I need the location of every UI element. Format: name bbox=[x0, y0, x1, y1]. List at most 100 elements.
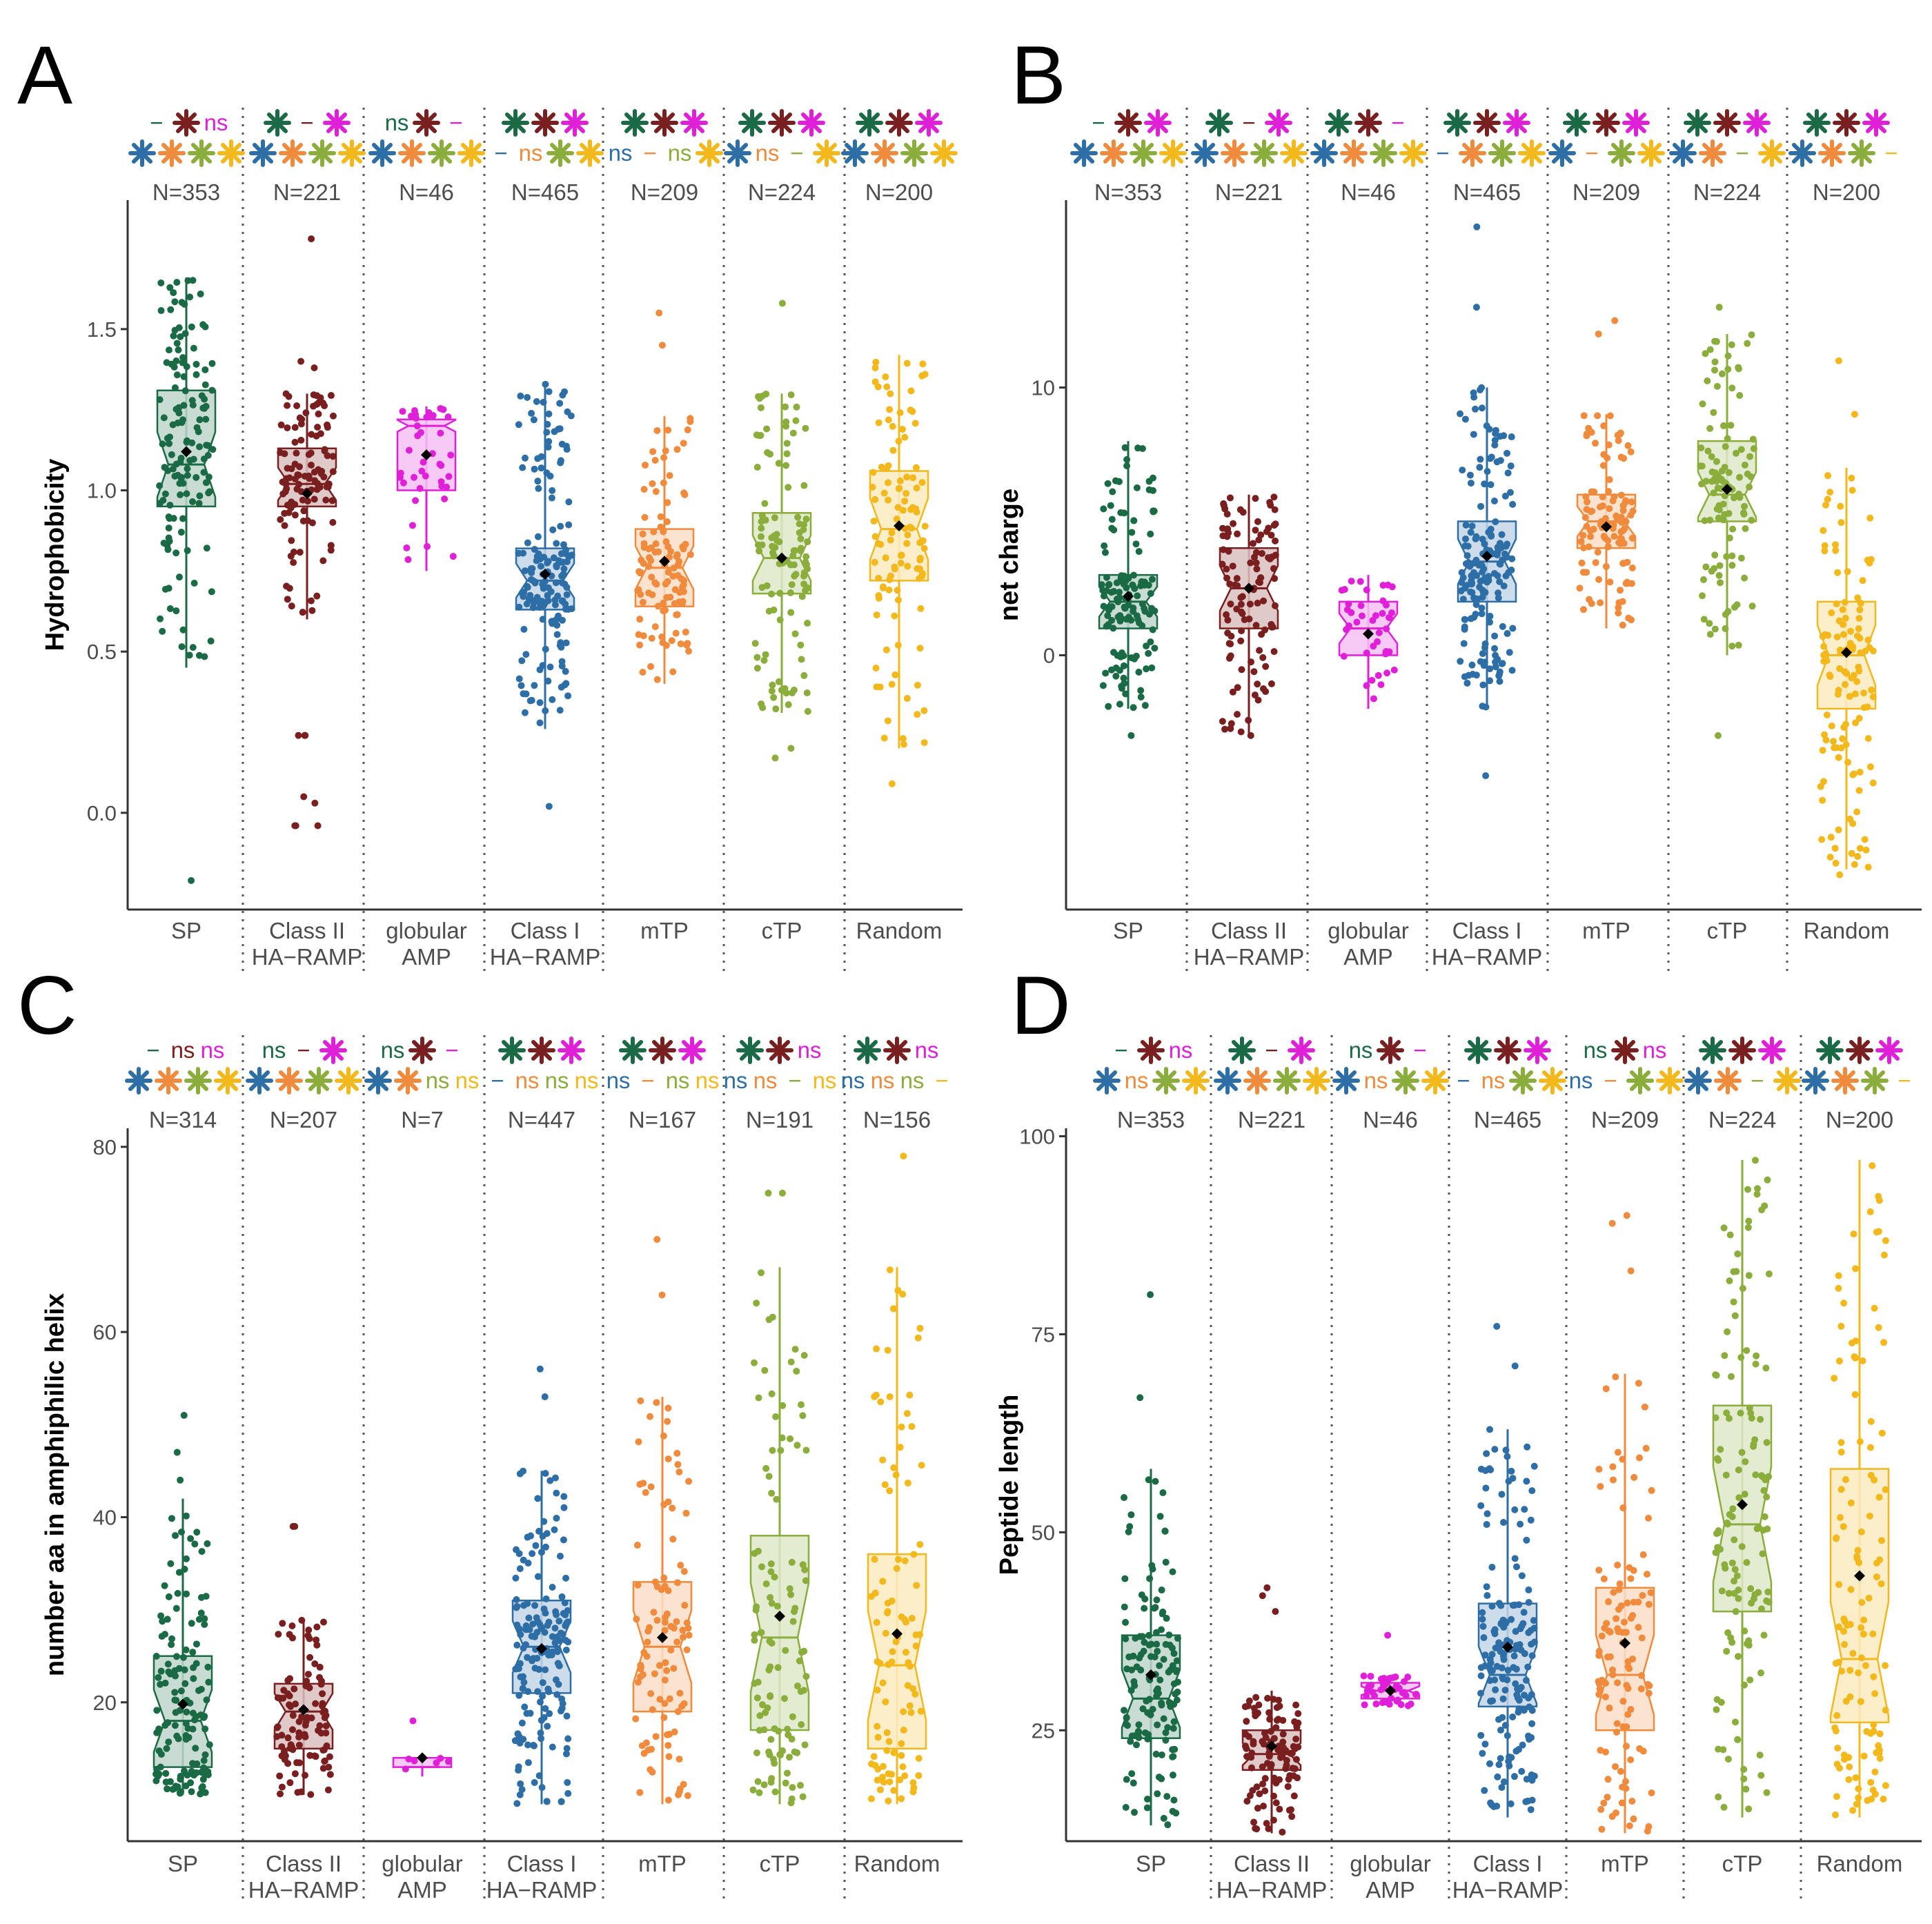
outlier-point bbox=[536, 1365, 544, 1373]
significance-asterisk-icon bbox=[1608, 139, 1635, 167]
data-point bbox=[1265, 1709, 1273, 1716]
data-point bbox=[785, 701, 792, 709]
data-point bbox=[679, 1627, 687, 1634]
data-point bbox=[1834, 569, 1842, 576]
asterisk-stroke bbox=[1328, 112, 1350, 134]
data-point bbox=[639, 530, 647, 538]
data-point bbox=[545, 388, 553, 395]
points bbox=[156, 277, 217, 884]
significance-asterisk-icon bbox=[1280, 139, 1308, 167]
data-point bbox=[1724, 1629, 1732, 1636]
asterisk-stroke bbox=[681, 1039, 703, 1061]
data-point bbox=[644, 1638, 651, 1646]
data-point bbox=[1243, 1745, 1250, 1752]
data-point bbox=[654, 602, 662, 610]
data-point bbox=[753, 1749, 760, 1756]
x-tick-label: cTP bbox=[1707, 918, 1748, 943]
data-point bbox=[677, 1562, 684, 1569]
asterisk-stroke bbox=[1491, 142, 1513, 164]
data-point bbox=[920, 544, 928, 552]
data-point bbox=[329, 412, 337, 420]
data-point bbox=[1156, 1662, 1163, 1669]
data-point bbox=[1831, 1375, 1838, 1382]
data-point bbox=[1487, 1799, 1495, 1807]
data-point bbox=[1122, 1618, 1130, 1626]
data-point bbox=[1272, 1724, 1280, 1731]
outlier-point bbox=[310, 364, 318, 371]
data-point bbox=[546, 663, 554, 671]
data-point bbox=[1105, 703, 1112, 710]
data-point bbox=[1853, 808, 1861, 816]
data-point bbox=[880, 734, 888, 742]
data-point bbox=[1112, 477, 1119, 484]
data-point bbox=[1501, 1687, 1509, 1694]
data-point bbox=[1498, 1784, 1506, 1792]
data-point bbox=[323, 483, 331, 491]
mean-marker bbox=[1266, 1740, 1277, 1752]
data-point bbox=[157, 1612, 165, 1620]
data-point bbox=[423, 542, 431, 550]
data-point bbox=[324, 424, 331, 431]
data-point bbox=[1877, 1580, 1885, 1587]
data-point bbox=[563, 1712, 571, 1720]
data-point bbox=[530, 577, 538, 585]
asterisk-stroke bbox=[1216, 1070, 1239, 1092]
data-point bbox=[1832, 1811, 1840, 1818]
data-point bbox=[1740, 1775, 1748, 1783]
data-point bbox=[909, 474, 917, 482]
data-point bbox=[171, 1689, 179, 1696]
asterisk-stroke bbox=[903, 142, 925, 164]
data-point bbox=[1459, 574, 1467, 582]
data-point bbox=[903, 490, 910, 498]
data-point bbox=[1630, 1815, 1637, 1823]
data-point bbox=[166, 538, 173, 545]
data-point bbox=[773, 1495, 780, 1503]
data-point bbox=[1713, 382, 1721, 390]
data-point bbox=[1739, 509, 1747, 517]
data-point bbox=[319, 400, 327, 407]
data-point bbox=[1761, 1513, 1768, 1520]
significance-asterisk-icon bbox=[338, 139, 366, 167]
data-point bbox=[1627, 1575, 1635, 1582]
data-point bbox=[1128, 1770, 1136, 1778]
data-point bbox=[1756, 1751, 1764, 1759]
data-point bbox=[1219, 524, 1227, 532]
data-point bbox=[1833, 633, 1841, 640]
data-point bbox=[1604, 1794, 1611, 1801]
data-point bbox=[684, 426, 691, 433]
data-point bbox=[1834, 690, 1842, 698]
data-point bbox=[1585, 543, 1593, 551]
data-point bbox=[1122, 1635, 1130, 1642]
data-point bbox=[203, 1696, 210, 1704]
data-point bbox=[1835, 1658, 1842, 1666]
significance-asterisk-icon bbox=[1205, 109, 1233, 137]
y-tick-label: 1.5 bbox=[87, 317, 117, 342]
data-point bbox=[764, 1704, 771, 1711]
outlier-point bbox=[1147, 1291, 1154, 1299]
points bbox=[396, 404, 457, 563]
data-point bbox=[1261, 626, 1269, 634]
data-point bbox=[765, 1316, 773, 1324]
data-point bbox=[667, 1647, 675, 1654]
count-label: N=221 bbox=[273, 179, 341, 205]
asterisk-stroke bbox=[1521, 142, 1543, 164]
data-point bbox=[901, 1772, 909, 1780]
data-point bbox=[804, 565, 811, 573]
data-point bbox=[885, 1770, 892, 1778]
count-label: N=156 bbox=[863, 1107, 931, 1132]
data-point bbox=[159, 1618, 166, 1625]
data-point bbox=[1713, 337, 1720, 345]
data-point bbox=[633, 1616, 640, 1623]
data-point bbox=[1713, 458, 1720, 465]
data-point bbox=[1619, 527, 1627, 534]
data-point bbox=[1528, 1691, 1535, 1698]
data-point bbox=[666, 1695, 673, 1702]
data-point bbox=[171, 472, 179, 480]
data-point bbox=[284, 596, 291, 603]
data-point bbox=[1821, 731, 1828, 738]
asterisk-stroke bbox=[1717, 1070, 1739, 1092]
mean-marker bbox=[894, 520, 905, 531]
data-point bbox=[782, 403, 789, 411]
